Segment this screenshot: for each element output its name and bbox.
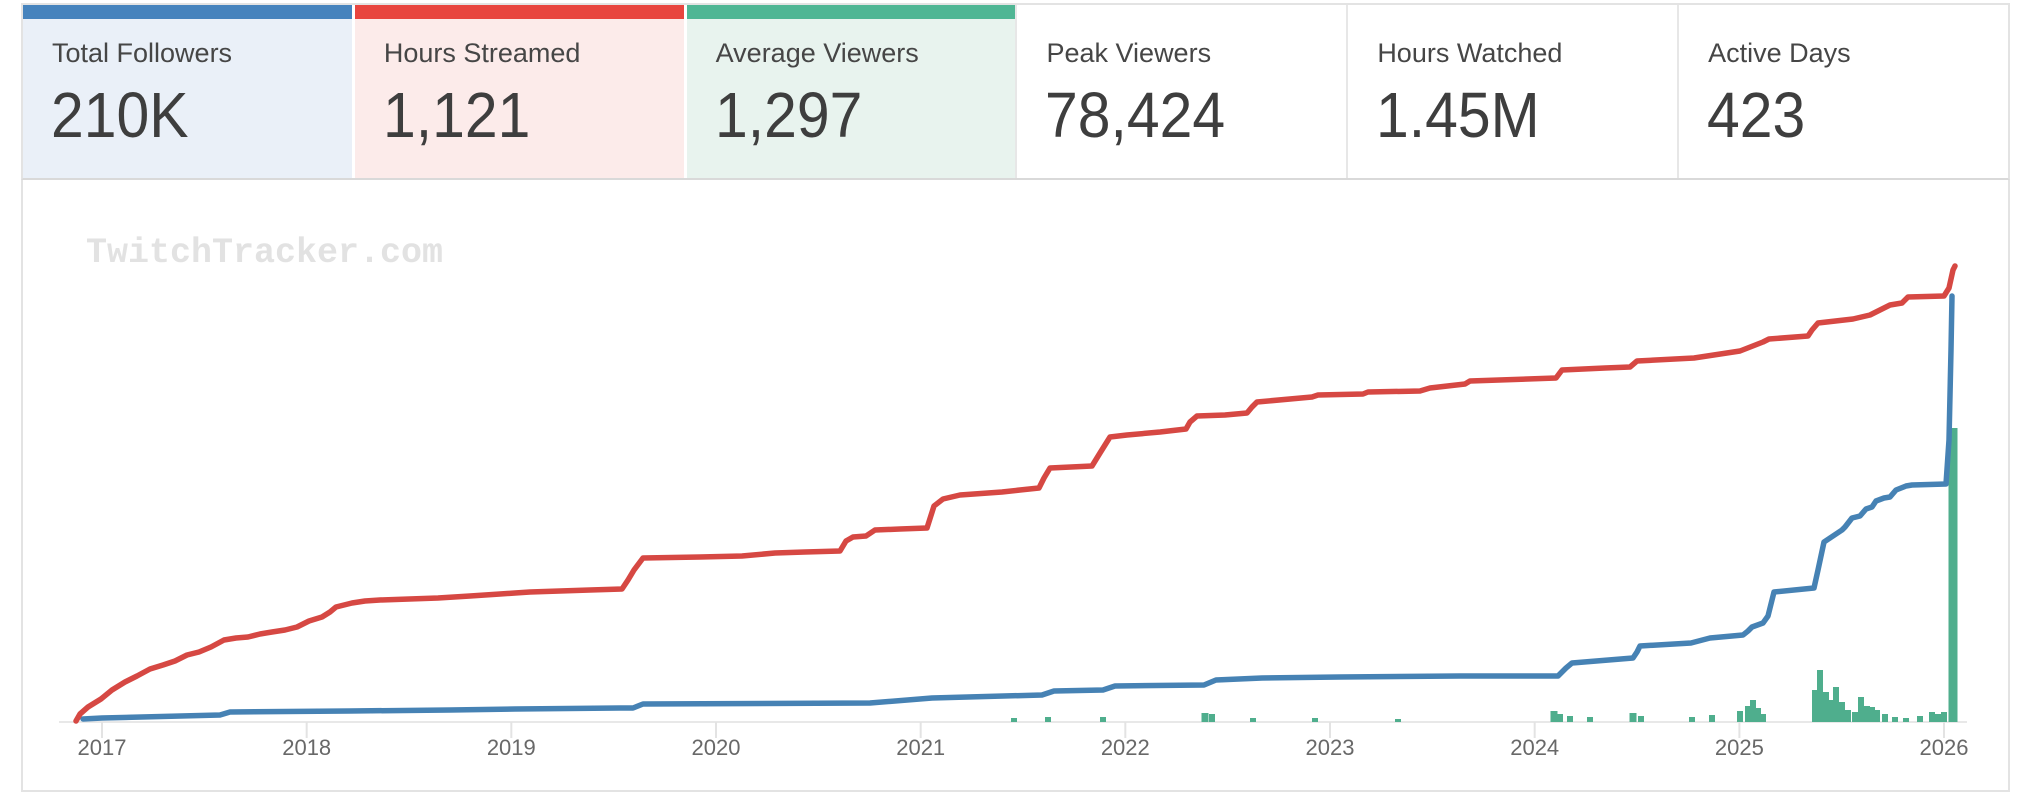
svg-text:2022: 2022 xyxy=(1101,735,1150,760)
svg-text:2020: 2020 xyxy=(692,735,741,760)
svg-text:2025: 2025 xyxy=(1715,735,1764,760)
svg-text:2021: 2021 xyxy=(896,735,945,760)
svg-text:2024: 2024 xyxy=(1510,735,1559,760)
svg-text:2019: 2019 xyxy=(487,735,536,760)
svg-text:2026: 2026 xyxy=(1920,735,1969,760)
svg-text:TwitchTracker.com: TwitchTracker.com xyxy=(86,233,443,273)
svg-text:2023: 2023 xyxy=(1306,735,1355,760)
svg-text:2018: 2018 xyxy=(282,735,331,760)
svg-text:2017: 2017 xyxy=(78,735,127,760)
